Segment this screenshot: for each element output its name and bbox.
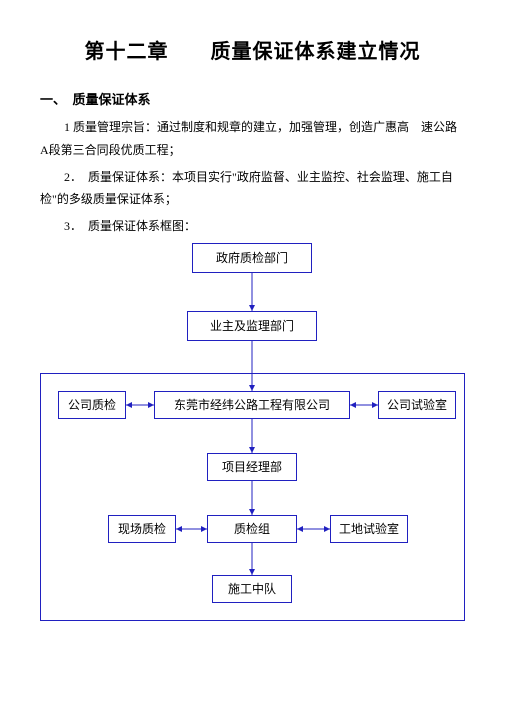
node-qc_left: 公司质检: [58, 391, 126, 419]
paragraph-3: 3． 质量保证体系框图：: [40, 215, 465, 238]
paragraph-2: 2． 质量保证体系：本项目实行"政府监督、业主监控、社会监理、施工自检"的多级质…: [40, 166, 465, 212]
node-owner: 业主及监理部门: [187, 311, 317, 341]
paragraph-1: 1 质量管理宗旨：通过制度和规章的建立，加强管理，创造广惠高 速公路 A段第三合…: [40, 116, 465, 162]
node-site_qc: 现场质检: [108, 515, 176, 543]
node-qc_group: 质检组: [207, 515, 297, 543]
node-company: 东莞市经纬公路工程有限公司: [154, 391, 350, 419]
node-team: 施工中队: [212, 575, 292, 603]
node-pm: 项目经理部: [207, 453, 297, 481]
chapter-title: 第十二章 质量保证体系建立情况: [40, 35, 465, 64]
flowchart-diagram: 政府质检部门业主及监理部门公司质检东莞市经纬公路工程有限公司公司试验室项目经理部…: [40, 243, 465, 623]
section-heading: 一、 质量保证体系: [40, 89, 465, 108]
node-lab_right: 公司试验室: [378, 391, 456, 419]
node-site_lab: 工地试验室: [330, 515, 408, 543]
node-gov: 政府质检部门: [192, 243, 312, 273]
